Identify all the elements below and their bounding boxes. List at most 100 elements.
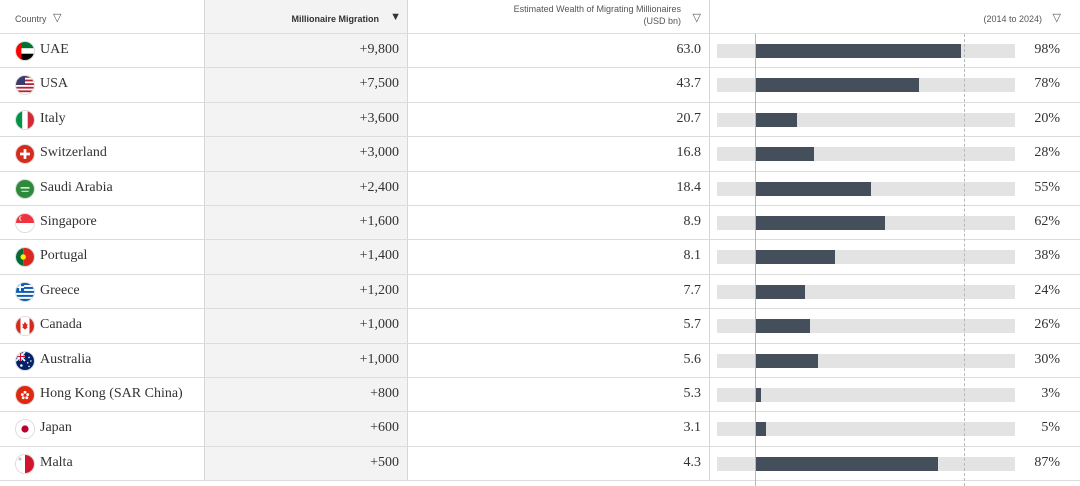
portugal-flag-icon xyxy=(15,247,35,268)
migration-value: +1,000 xyxy=(359,351,399,367)
wealth-value: 20.7 xyxy=(676,110,702,126)
growth-bar xyxy=(755,250,835,265)
growth-cell: 87% xyxy=(710,447,1080,480)
growth-value: 3% xyxy=(1041,386,1060,401)
country-cell: Japan xyxy=(0,412,204,445)
wealth-cell: 43.7 xyxy=(408,68,710,102)
header-growth-label: (2014 to 2024) xyxy=(983,14,1042,24)
table-row[interactable]: Singapore +1,600 8.9 62% xyxy=(0,206,1080,241)
wealth-value: 5.6 xyxy=(683,351,702,367)
table-row[interactable]: Greece +1,200 7.7 24% xyxy=(0,274,1080,310)
wealth-cell: 16.8 xyxy=(408,137,710,171)
wealth-cell: 18.4 xyxy=(408,171,710,205)
migration-value: +800 xyxy=(370,386,399,401)
table-row[interactable]: Switzerland +3,000 16.8 28% xyxy=(0,137,1080,172)
growth-value: 26% xyxy=(1034,317,1060,333)
growth-cell: 5% xyxy=(710,412,1080,445)
table-header: Country ▽ Millionaire Migration ▼ Estima… xyxy=(0,0,1080,34)
table-row[interactable]: Saudi Arabia +2,400 18.4 55% xyxy=(0,171,1080,206)
malta-flag-icon xyxy=(15,453,35,474)
australia-flag-icon xyxy=(15,350,35,371)
migration-cell: +1,400 xyxy=(204,240,408,274)
migration-value: +2,400 xyxy=(359,179,399,195)
migration-value: +3,600 xyxy=(359,110,399,126)
header-wealth[interactable]: Estimated Wealth of Migrating Millionair… xyxy=(408,0,710,33)
country-cell: UAE xyxy=(0,34,204,67)
table-row[interactable]: Hong Kong (SAR China) +800 5.3 3% xyxy=(0,378,1080,413)
wealth-cell: 8.1 xyxy=(408,240,710,274)
filter-icon[interactable]: ▽ xyxy=(1052,12,1061,24)
country-cell: Italy xyxy=(0,103,204,136)
migration-cell: +1,600 xyxy=(204,206,408,240)
wealth-cell: 3.1 xyxy=(408,412,710,446)
migration-cell: +800 xyxy=(204,378,408,412)
italy-flag-icon xyxy=(15,109,35,130)
country-name: USA xyxy=(40,76,69,92)
growth-bar xyxy=(755,388,762,402)
growth-value: 20% xyxy=(1034,110,1060,126)
migration-cell: +2,400 xyxy=(204,171,408,205)
canada-flag-icon xyxy=(15,316,35,337)
wealth-value: 4.3 xyxy=(683,454,702,470)
wealth-value: 16.8 xyxy=(676,145,702,161)
table-row[interactable]: USA +7,500 43.7 78% xyxy=(0,68,1080,103)
header-growth[interactable]: (2014 to 2024) ▽ xyxy=(710,0,1080,33)
country-name: Australia xyxy=(40,351,92,367)
growth-bar xyxy=(755,147,814,162)
bar-reference-line xyxy=(964,34,965,486)
growth-bar xyxy=(755,78,919,93)
wealth-value: 8.9 xyxy=(683,214,702,229)
table-row[interactable]: UAE +9,800 63.0 98% xyxy=(0,34,1080,69)
country-name: Hong Kong (SAR China) xyxy=(40,386,183,401)
growth-value: 30% xyxy=(1034,351,1060,367)
country-cell: Portugal xyxy=(0,240,204,273)
header-country[interactable]: Country ▽ xyxy=(0,0,204,33)
filter-icon[interactable]: ▽ xyxy=(53,12,62,24)
migration-value: +7,500 xyxy=(359,76,399,92)
wealth-value: 3.1 xyxy=(683,420,702,436)
table-row[interactable]: Portugal +1,400 8.1 38% xyxy=(0,240,1080,275)
table-row[interactable]: Canada +1,000 5.7 26% xyxy=(0,309,1080,344)
wealth-cell: 5.7 xyxy=(408,309,710,343)
migration-cell: +7,500 xyxy=(204,68,408,102)
wealth-cell: 4.3 xyxy=(408,446,710,481)
header-wealth-line2: (USD bn) xyxy=(643,16,681,26)
country-cell: Malta xyxy=(0,447,204,480)
country-name: Singapore xyxy=(40,214,97,229)
migration-value: +9,800 xyxy=(359,42,399,57)
growth-bar xyxy=(755,456,938,471)
table-row[interactable]: Malta +500 4.3 87% xyxy=(0,446,1080,482)
country-cell: Switzerland xyxy=(0,137,204,170)
migration-cell: +600 xyxy=(204,412,408,446)
migration-value: +1,400 xyxy=(359,248,399,264)
table-row[interactable]: Italy +3,600 20.7 20% xyxy=(0,102,1080,138)
saudi-arabia-flag-icon xyxy=(15,178,35,199)
growth-cell: 3% xyxy=(710,378,1080,411)
uae-flag-icon xyxy=(15,41,35,61)
header-migration[interactable]: Millionaire Migration ▼ xyxy=(204,0,408,33)
migration-cell: +1,200 xyxy=(204,274,408,309)
growth-bar xyxy=(755,216,886,230)
header-wealth-line1: Estimated Wealth of Migrating Millionair… xyxy=(513,4,681,14)
country-name: UAE xyxy=(40,42,69,57)
bar-baseline xyxy=(755,34,756,486)
growth-bar xyxy=(755,284,806,299)
migration-value: +1,000 xyxy=(359,317,399,333)
growth-bar xyxy=(755,422,766,437)
header-migration-label: Millionaire Migration xyxy=(291,14,379,24)
growth-cell: 78% xyxy=(710,68,1080,101)
wealth-value: 63.0 xyxy=(676,42,702,57)
wealth-cell: 63.0 xyxy=(408,34,710,68)
growth-cell: 26% xyxy=(710,309,1080,342)
growth-bar-track xyxy=(717,388,1015,402)
growth-cell: 55% xyxy=(710,172,1080,205)
filter-icon[interactable]: ▽ xyxy=(692,12,701,24)
wealth-cell: 5.6 xyxy=(408,343,710,377)
country-cell: Hong Kong (SAR China) xyxy=(0,378,204,411)
table-row[interactable]: Australia +1,000 5.6 30% xyxy=(0,343,1080,378)
sort-descending-icon[interactable]: ▼ xyxy=(390,11,401,23)
growth-value: 38% xyxy=(1034,248,1060,264)
table-row[interactable]: Japan +600 3.1 5% xyxy=(0,412,1080,447)
growth-value: 5% xyxy=(1041,420,1060,436)
country-name: Greece xyxy=(40,282,80,298)
